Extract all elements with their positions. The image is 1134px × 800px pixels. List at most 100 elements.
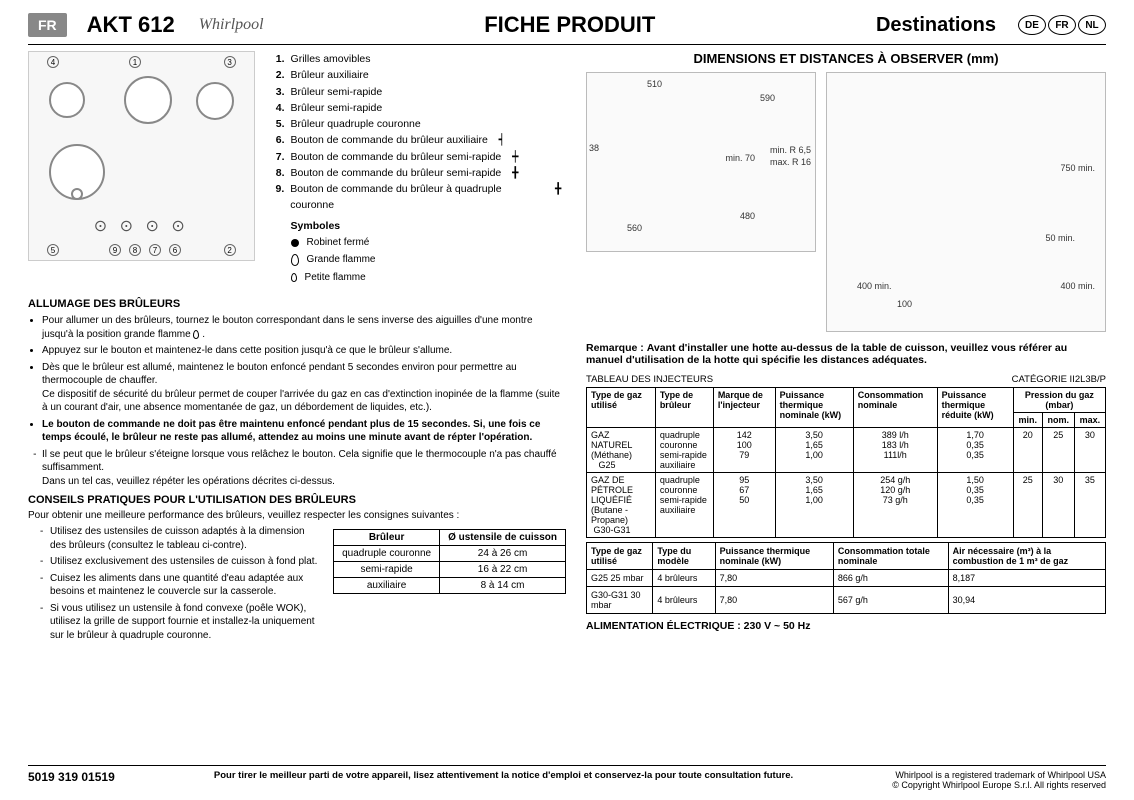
copyright: Whirlpool is a registered trademark of W… <box>892 770 1106 790</box>
td: 866 g/h <box>833 570 948 587</box>
th: Consommation totale nominale <box>833 543 948 570</box>
part-label: Grilles amovibles <box>291 51 371 67</box>
part-num: 8. <box>269 165 285 181</box>
header: FR AKT 612 Whirlpool FICHE PRODUIT Desti… <box>28 12 1106 45</box>
part-num: 1. <box>269 51 285 67</box>
footer: 5019 319 01519 Pour tirer le meilleur pa… <box>28 765 1106 790</box>
dimensions-heading: DIMENSIONS ET DISTANCES À OBSERVER (mm) <box>586 51 1106 66</box>
th: Puissance thermique nominale (kW) <box>775 388 853 428</box>
part-num: 6. <box>269 132 285 148</box>
td: quadruple couronnesemi-rapideauxiliaire <box>655 428 713 473</box>
td: 20 <box>1013 428 1042 473</box>
page-title: FICHE PRODUIT <box>276 12 864 38</box>
td: 4 brûleurs <box>653 587 715 614</box>
td: semi-rapide <box>334 562 440 578</box>
part-label: Bouton de commande du brûleur à quadrupl… <box>290 181 544 214</box>
td: 16 à 22 cm <box>440 562 566 578</box>
td: G30-G31 30 mbar <box>587 587 653 614</box>
part-num: 4. <box>269 100 285 116</box>
tip-item: Cuisez les aliments dans une quantité d'… <box>40 572 319 599</box>
part-label: Brûleur semi-rapide <box>291 84 383 100</box>
td: 24 à 26 cm <box>440 546 566 562</box>
part-label: Bouton de commande du brûleur auxiliaire <box>291 132 488 148</box>
closed-tap-icon <box>291 239 299 247</box>
utensil-table: BrûleurØ ustensile de cuisson quadruple … <box>333 529 566 594</box>
part-num: 2. <box>269 67 285 83</box>
tips-list: Utilisez des ustensiles de cuisson adapt… <box>28 525 319 645</box>
hob-diagram: ⊙ ⊙ ⊙ ⊙ 4 1 3 5 9 8 7 6 2 <box>28 51 255 261</box>
lang-de: DE <box>1018 15 1046 35</box>
model-number: AKT 612 <box>87 12 175 38</box>
td: 3,501,651,00 <box>775 473 853 538</box>
th: Puissance thermique nominale (kW) <box>715 543 833 570</box>
td: 1,700,350,35 <box>937 428 1013 473</box>
td: G25 25 mbar <box>587 570 653 587</box>
ignition-item: Pour allumer un des brûleurs, tournez le… <box>42 314 566 341</box>
td: auxiliaire <box>334 578 440 594</box>
tip-item: Utilisez des ustensiles de cuisson adapt… <box>40 525 319 552</box>
ignition-item: Appuyez sur le bouton et maintenez-le da… <box>42 344 566 358</box>
control-icon: ┥ <box>494 132 510 148</box>
cutout-diagram: 510 590 38 min. 70 min. R 6,5 max. R 16 … <box>586 72 816 252</box>
th: Puissance thermique réduite (kW) <box>937 388 1013 428</box>
td: 30 <box>1042 473 1074 538</box>
td: 956750 <box>713 473 775 538</box>
td: 30 <box>1074 428 1105 473</box>
td: 14210079 <box>713 428 775 473</box>
part-num: 7. <box>269 149 285 165</box>
flame-icon <box>193 330 199 339</box>
td: GAZ NATUREL (Méthane) G25 <box>587 428 656 473</box>
ignition-list: Pour allumer un des brûleurs, tournez le… <box>28 314 566 488</box>
ignition-heading: ALLUMAGE DES BRÛLEURS <box>28 298 566 310</box>
injector-category: CATÉGORIE II2L3B/P <box>1012 374 1106 385</box>
th: Type de gaz utilisé <box>587 543 653 570</box>
footer-note: Pour tirer le meilleur parti de votre ap… <box>115 770 893 781</box>
th: Consommation nominale <box>853 388 937 428</box>
ignition-item: Le bouton de commande ne doit pas être m… <box>42 418 566 445</box>
injector-table-label: TABLEAU DES INJECTEURS <box>586 374 713 385</box>
th: min. <box>1013 413 1042 428</box>
part-label: Bouton de commande du brûleur semi-rapid… <box>291 149 502 165</box>
td: 4 brûleurs <box>653 570 715 587</box>
symbol-label: Grande flamme <box>307 252 376 268</box>
td: GAZ DE PÉTROLE LIQUÉFIÉ (Butane - Propan… <box>587 473 656 538</box>
td: quadruple couronne <box>334 546 440 562</box>
th: Type du modèle <box>653 543 715 570</box>
tips-intro: Pour obtenir une meilleure performance d… <box>28 510 566 521</box>
doc-code: 5019 319 01519 <box>28 770 115 784</box>
lang-circles: DE FR NL <box>1018 15 1106 35</box>
part-label: Bouton de commande du brûleur semi-rapid… <box>291 165 502 181</box>
td: 389 l/h183 l/h111l/h <box>853 428 937 473</box>
td: 8 à 14 cm <box>440 578 566 594</box>
left-column: ⊙ ⊙ ⊙ ⊙ 4 1 3 5 9 8 7 6 2 1. Grilles amov… <box>28 51 566 645</box>
gas-summary-table: Type de gaz utilisé Type du modèle Puiss… <box>586 542 1106 614</box>
th: nom. <box>1042 413 1074 428</box>
td: 7,80 <box>715 570 833 587</box>
small-flame-icon <box>291 273 297 282</box>
symbol-label: Petite flamme <box>305 270 366 286</box>
tip-item: Utilisez exclusivement des ustensiles de… <box>40 555 319 569</box>
td: 25 <box>1042 428 1074 473</box>
th: Ø ustensile de cuisson <box>440 530 566 546</box>
td: 35 <box>1074 473 1105 538</box>
part-num: 5. <box>269 116 285 132</box>
symbol-label: Robinet fermé <box>307 235 370 251</box>
injector-table: Type de gaz utilisé Type de brûleur Marq… <box>586 387 1106 538</box>
control-icon: ╋ <box>507 165 523 181</box>
symbols-heading: Symboles <box>291 218 566 234</box>
td: 7,80 <box>715 587 833 614</box>
td: 1,500,350,35 <box>937 473 1013 538</box>
lang-fr: FR <box>1048 15 1076 35</box>
td: 3,501,651,00 <box>775 428 853 473</box>
td: 30,94 <box>948 587 1105 614</box>
th: Marque de l'injecteur <box>713 388 775 428</box>
td: 567 g/h <box>833 587 948 614</box>
td: quadruple couronnesemi-rapideauxiliaire <box>655 473 713 538</box>
part-num: 3. <box>269 84 285 100</box>
th: Type de brûleur <box>655 388 713 428</box>
lang-badge: FR <box>28 13 67 37</box>
right-column: DIMENSIONS ET DISTANCES À OBSERVER (mm) … <box>586 51 1106 645</box>
th: Pression du gaz (mbar) <box>1013 388 1105 413</box>
parts-list: 1.Grilles amovibles 2.Brûleur auxiliaire… <box>269 51 566 286</box>
td: 8,187 <box>948 570 1105 587</box>
